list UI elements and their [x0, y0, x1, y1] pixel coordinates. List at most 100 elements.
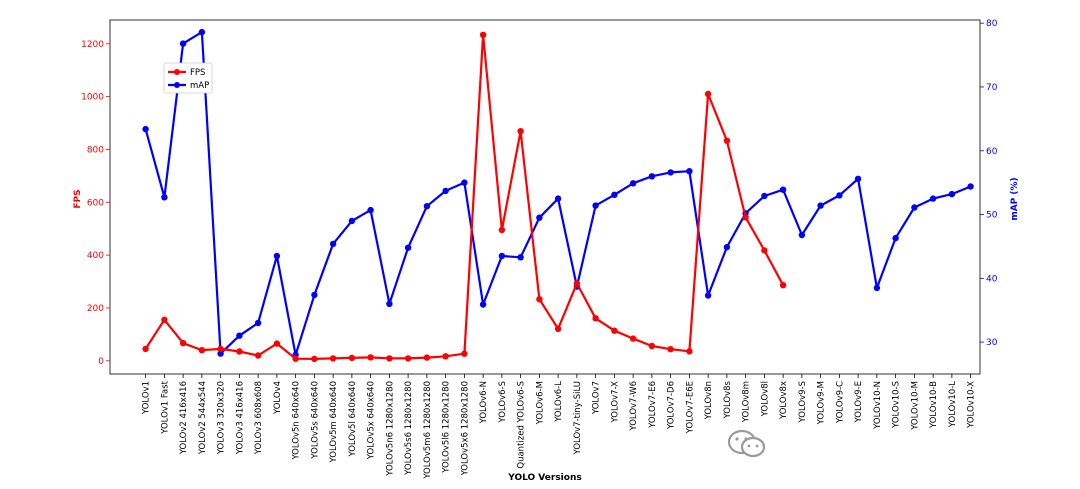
fps-point	[686, 348, 693, 355]
x-tick-label: YOLOv3 608x608	[254, 381, 264, 455]
x-tick-label: YOLOv7-X	[610, 381, 620, 424]
map-point	[161, 194, 168, 201]
fps-point	[498, 226, 506, 234]
map-point	[629, 180, 637, 187]
map-point	[423, 203, 431, 210]
x-tick-label: YOLOv5n 640x640	[292, 381, 302, 461]
x-tick-label: YOLOv8m	[742, 381, 752, 423]
fps-point	[179, 339, 187, 347]
x-tick-label: YOLOv7-W6	[629, 381, 639, 432]
x-tick-label: YOLOv8x	[779, 381, 789, 420]
fps-point	[554, 325, 562, 332]
x-tick-label: YOLOv4	[273, 381, 283, 415]
y-left-tick-label: 1200	[81, 40, 104, 50]
fps-point	[592, 315, 599, 322]
x-tick-label: YOLOv6-N	[479, 381, 489, 424]
x-tick-label: YOLOv9-M	[817, 381, 827, 425]
x-tick-label: YOLOv1	[142, 381, 152, 415]
x-tick-label: YOLOv6-M	[535, 381, 545, 425]
map-point	[779, 186, 787, 193]
map-point	[611, 191, 618, 198]
legend-marker-fps	[174, 69, 180, 75]
map-point	[236, 332, 243, 339]
map-point	[817, 202, 824, 209]
fps-point	[329, 355, 337, 362]
x-tick-label: YOLOv5x 640x640	[367, 381, 377, 460]
legend-marker-map	[174, 82, 180, 88]
y-left-tick-label: 600	[87, 198, 104, 208]
map-point	[536, 214, 543, 221]
map-point	[367, 206, 374, 214]
x-tick-label: YOLOv9-C	[835, 381, 845, 424]
y-left-tick-label: 0	[98, 357, 104, 367]
y-right-tick-label: 30	[986, 338, 998, 348]
map-point	[798, 231, 806, 239]
map-point	[217, 350, 224, 357]
fps-point	[667, 346, 674, 353]
x-tick-label: YOLOv9-E	[854, 381, 864, 423]
map-point	[386, 300, 393, 307]
fps-point	[217, 345, 224, 353]
fps-point	[461, 350, 468, 357]
map-point	[948, 190, 956, 198]
fps-point	[479, 31, 487, 38]
map-point	[461, 179, 468, 186]
x-tick-label: YOLOv10-S	[892, 381, 902, 429]
x-tick-label: YOLOv7-E6E	[685, 381, 695, 434]
map-point	[911, 204, 918, 211]
map-point	[592, 202, 599, 209]
fps-point	[292, 355, 299, 362]
map-point	[892, 234, 899, 242]
x-tick-label: YOLOv2 544x544	[198, 381, 208, 455]
x-tick-label: YOLOv3 416x416	[235, 381, 245, 455]
y-right-tick-label: 70	[986, 83, 998, 93]
fps-point	[723, 137, 731, 144]
fps-point	[161, 316, 168, 323]
legend: FPS mAP	[163, 62, 213, 94]
map-point	[761, 192, 768, 200]
x-tick-label: YOLOv7-D6	[667, 381, 677, 430]
map-point	[873, 284, 881, 292]
legend-label-fps: FPS	[190, 68, 205, 78]
map-point	[404, 244, 412, 251]
fps-point	[648, 342, 656, 350]
axes: 0 200 400 600 800 1000 1200 30 40 50 60 70 80 YOLOv1 Y…	[81, 19, 998, 479]
map-point	[723, 243, 731, 251]
fps-point	[198, 347, 206, 354]
x-tick-label: YOLOv5l 640x640	[348, 381, 358, 458]
map-point	[854, 175, 862, 182]
x-tick-label: YOLOv7-E6	[648, 381, 658, 429]
fps-point	[442, 353, 449, 360]
map-point	[836, 192, 843, 199]
fps-point	[386, 355, 393, 362]
map-point	[179, 40, 187, 47]
x-tick-label: YOLOv10-N	[873, 381, 883, 430]
y-left-tick-label: 800	[87, 145, 104, 155]
fps-point	[779, 282, 787, 289]
fps-point	[404, 355, 412, 362]
map-point	[554, 195, 562, 202]
x-tick-label: YOLOv6-L	[554, 381, 564, 423]
map-point	[498, 252, 506, 260]
map-point	[273, 252, 281, 260]
x-tick-label: YOLOv5m6 1280x1280	[423, 381, 433, 480]
map-point	[667, 169, 674, 176]
map-point	[517, 254, 524, 261]
y-axis-right-label: mAP (%)	[1010, 177, 1020, 220]
fps-series-line	[144, 33, 785, 360]
x-tick-label: YOLOv10-M	[910, 381, 920, 431]
series-layer	[142, 28, 974, 363]
y-right-tick-label: 60	[986, 147, 998, 157]
fps-point	[629, 335, 637, 342]
x-tick-label: YOLOv5s6 1280x1280	[404, 381, 414, 476]
x-tick-label: YOLOv8l	[760, 381, 770, 417]
fps-point	[573, 280, 581, 287]
map-point	[479, 301, 487, 308]
fps-point	[517, 128, 524, 135]
x-tick-label: YOLOv3 320x320	[217, 381, 227, 455]
map-point	[704, 292, 712, 299]
map-point	[198, 28, 206, 36]
x-tick-label: YOLOv5s 640x640	[310, 381, 320, 460]
fps-point	[367, 354, 374, 361]
